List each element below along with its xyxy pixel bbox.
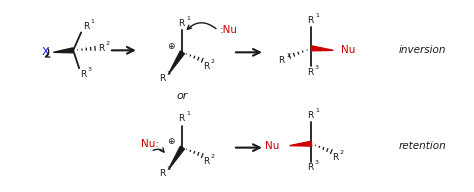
Polygon shape [54, 48, 73, 53]
Text: Nu:: Nu: [141, 139, 159, 149]
Text: 3: 3 [315, 160, 319, 165]
Text: 2: 2 [105, 41, 109, 46]
Text: :Nu: :Nu [220, 26, 238, 36]
Text: R: R [178, 19, 184, 28]
Text: ⊕: ⊕ [167, 137, 174, 146]
Text: R: R [279, 56, 285, 65]
Text: 1: 1 [315, 108, 319, 113]
Text: 2: 2 [286, 53, 290, 58]
Polygon shape [168, 146, 184, 170]
Text: R: R [307, 111, 314, 120]
Text: Nu: Nu [265, 141, 280, 151]
Polygon shape [290, 141, 312, 146]
Text: 1: 1 [186, 16, 190, 21]
Text: 3: 3 [167, 166, 171, 171]
Text: 3: 3 [315, 65, 319, 70]
Text: R: R [203, 157, 210, 166]
Text: R: R [307, 68, 314, 77]
Text: retention: retention [399, 141, 447, 151]
Text: R: R [98, 44, 104, 53]
Text: 3: 3 [88, 67, 91, 72]
Text: 2: 2 [210, 154, 215, 159]
Text: ⊕: ⊕ [167, 42, 174, 51]
Text: or: or [177, 91, 188, 101]
Text: R: R [83, 22, 89, 31]
Polygon shape [311, 46, 333, 51]
Text: 3: 3 [167, 71, 171, 76]
Text: R: R [80, 70, 86, 79]
Text: 1: 1 [315, 13, 319, 18]
Text: 1: 1 [91, 19, 94, 24]
Text: R: R [307, 163, 314, 172]
Text: R: R [159, 74, 166, 83]
Text: 2: 2 [340, 150, 344, 155]
Text: R: R [332, 153, 338, 162]
Text: R: R [203, 62, 210, 71]
Polygon shape [168, 51, 184, 74]
Text: inversion: inversion [399, 45, 447, 55]
Text: 2: 2 [210, 59, 215, 64]
Text: R: R [159, 169, 166, 178]
Text: R: R [178, 114, 184, 123]
Text: Nu: Nu [341, 45, 356, 55]
Text: R: R [307, 16, 314, 25]
Text: X: X [42, 47, 49, 57]
Text: 1: 1 [186, 111, 190, 116]
